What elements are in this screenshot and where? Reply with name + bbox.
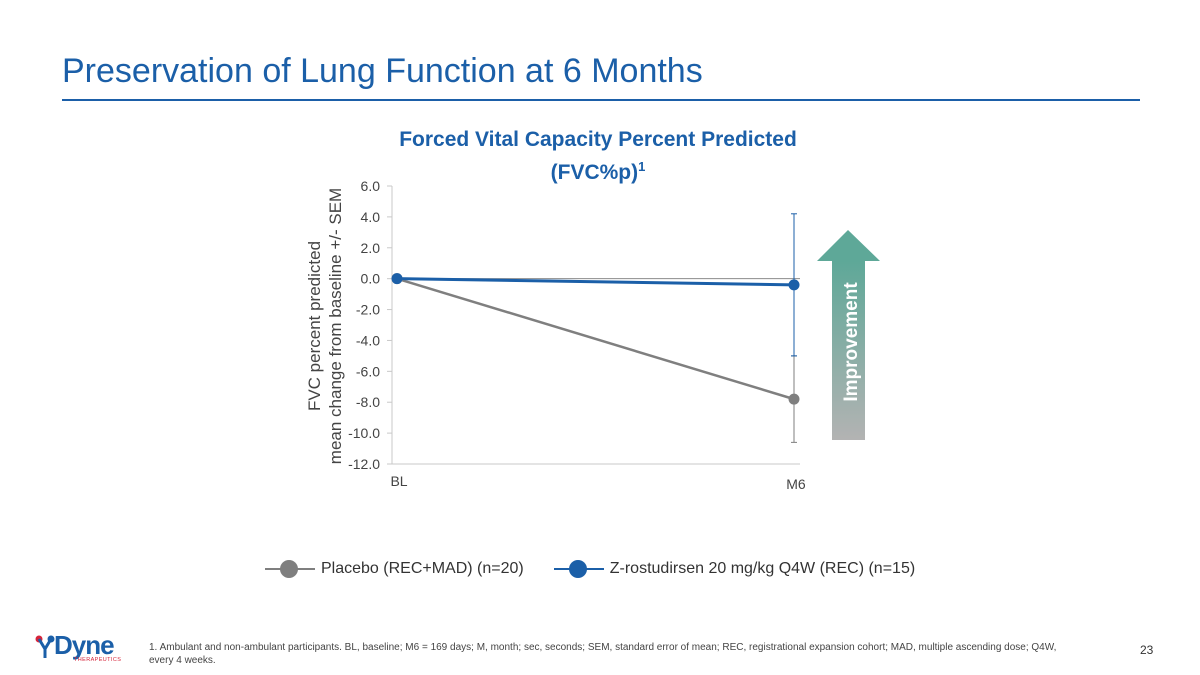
x-tick-label: BL: [390, 473, 407, 489]
y-tick-label: 6.0: [361, 178, 381, 194]
y-tick-label: -2.0: [356, 302, 380, 318]
series-line-z-rostudirsen: [396, 277, 795, 287]
y-tick-label: -10.0: [348, 425, 380, 441]
legend-label-z-rostudirsen: Z-rostudirsen 20 mg/kg Q4W (REC) (n=15): [609, 560, 916, 577]
company-logo: Dyne THERAPEUTICS: [34, 630, 134, 666]
logo-mark-icon: [35, 635, 55, 658]
slide-title: Preservation of Lung Function at 6 Month…: [62, 52, 703, 90]
y-tick-label: -12.0: [348, 456, 380, 472]
improvement-arrow-head: [817, 230, 880, 261]
data-point-z-rostudirsen-m6: [788, 279, 800, 291]
y-tick-label: -4.0: [356, 332, 380, 348]
y-tick-label: -6.0: [356, 363, 380, 379]
x-tick-label: M6: [786, 476, 806, 492]
series-line-placebo: [396, 277, 795, 401]
legend-swatch-z-rostudirsen: [553, 556, 604, 582]
logo-subtitle: THERAPEUTICS: [74, 657, 122, 663]
y-tick-label: 2.0: [361, 240, 381, 256]
chart-title-line1: Forced Vital Capacity Percent Predicted: [399, 128, 797, 151]
chart-legend: Placebo (REC+MAD) (n=20) Z-rostudirsen 2…: [265, 556, 945, 582]
y-tick-label: -8.0: [356, 394, 380, 410]
y-axis-label-line1: FVC percent predicted: [305, 241, 324, 411]
improvement-label: Improvement: [841, 282, 862, 402]
chart-title: Forced Vital Capacity Percent Predicted …: [330, 126, 866, 186]
plot-area: 6.0 4.0 2.0 0.0 -2.0 -4.0 -6.0 -8.0 -10.0 -12.0 BL…: [348, 178, 806, 492]
title-divider: [62, 99, 1140, 101]
legend-item-placebo: Placebo (REC+MAD) (n=20): [265, 556, 524, 582]
footnote: 1. Ambulant and non-ambulant participant…: [149, 642, 1057, 666]
improvement-arrow-shaft: [832, 261, 865, 440]
page-number: 23: [1140, 643, 1154, 657]
y-tick-label: 4.0: [361, 209, 381, 225]
y-axis-label-line2: mean change from baseline +/- SEM: [326, 188, 345, 464]
data-point-placebo-m6: [788, 393, 800, 405]
improvement-arrow: Improvement: [817, 230, 880, 440]
legend-label-placebo: Placebo (REC+MAD) (n=20): [321, 560, 524, 577]
legend-swatch-placebo: [265, 556, 315, 582]
chart-title-footnote-mark: 1: [638, 159, 646, 174]
logo-wordmark: Dyne: [54, 630, 115, 660]
chart-title-line2: (FVC%p): [550, 161, 639, 184]
legend-item-z-rostudirsen: Z-rostudirsen 20 mg/kg Q4W (REC) (n=15): [553, 556, 916, 582]
y-axis-label: FVC percent predicted mean change from b…: [305, 188, 345, 464]
y-tick-label: 0.0: [361, 271, 381, 287]
data-point-z-rostudirsen-bl: [391, 273, 403, 285]
